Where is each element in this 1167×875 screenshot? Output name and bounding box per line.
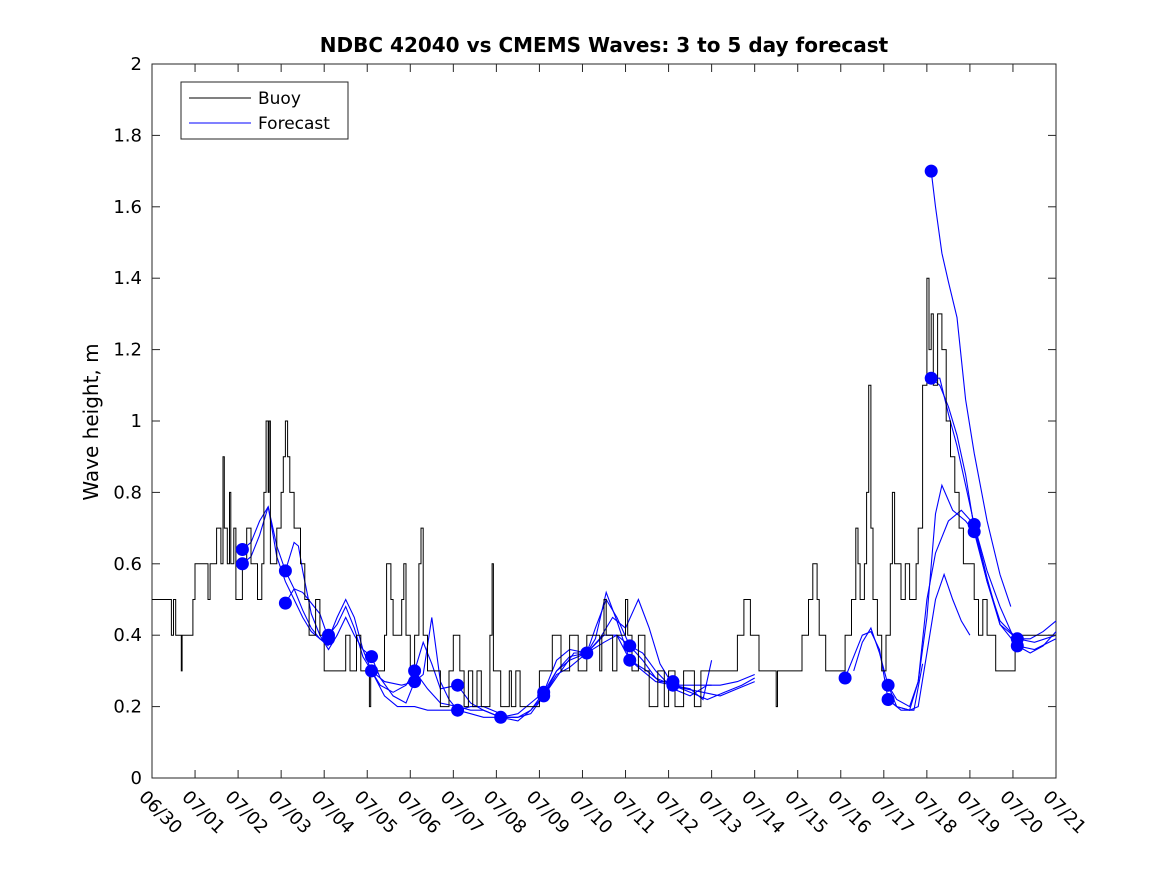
forecast-start-marker <box>365 650 378 664</box>
y-tick-label: 0.6 <box>113 554 142 575</box>
forecast-start-marker <box>580 646 594 660</box>
y-tick-label: 1.2 <box>113 340 142 361</box>
x-tick-label: 07/04 <box>307 787 359 839</box>
forecast-start-marker <box>924 371 938 385</box>
forecast-start-marker <box>322 632 335 646</box>
forecast-start-marker <box>451 703 465 717</box>
chart-title: NDBC 42040 vs CMEMS Waves: 3 to 5 day fo… <box>320 33 889 57</box>
forecast-line-10 <box>500 590 673 718</box>
y-tick-label: 1.8 <box>113 125 142 146</box>
forecast-line-6 <box>370 617 501 715</box>
x-tick-label: 07/06 <box>393 787 445 839</box>
x-tick-label: 07/11 <box>608 787 660 839</box>
x-tick-label: 07/05 <box>350 787 402 839</box>
x-tick-label: 07/09 <box>522 787 574 839</box>
x-tick-label: 07/17 <box>866 787 918 839</box>
x-tick-label: 07/07 <box>436 787 488 839</box>
forecast-start-marker <box>537 689 551 703</box>
x-tick-label: 07/21 <box>1038 787 1090 839</box>
forecast-start-marker <box>494 710 508 724</box>
forecast-lines <box>242 171 1057 722</box>
x-tick-label: 07/08 <box>479 787 531 839</box>
y-ticks: 0 0.2 0.4 0.6 0.8 1 1.2 1.4 1.6 1.8 2 <box>113 54 1056 789</box>
forecast-markers <box>235 164 1024 724</box>
forecast-line-18 <box>887 483 1018 708</box>
x-tick-label: 07/19 <box>952 787 1004 839</box>
y-tick-label: 0.8 <box>113 482 142 503</box>
forecast-start-marker <box>623 653 637 667</box>
forecast-line-24 <box>1017 631 1057 654</box>
forecast-start-marker <box>235 557 249 571</box>
forecast-line-22 <box>930 171 1012 607</box>
forecast-start-marker <box>881 693 895 706</box>
forecast-start-marker <box>666 678 680 692</box>
y-tick-label: 0.2 <box>113 697 142 718</box>
buoy-line <box>152 277 1056 708</box>
y-tick-label: 1.6 <box>113 197 142 218</box>
y-tick-label: 2 <box>131 54 142 75</box>
forecast-start-marker <box>278 564 292 578</box>
forecast-line-5 <box>328 605 458 693</box>
forecast-start-marker <box>623 639 637 653</box>
legend: Buoy Forecast <box>180 81 349 140</box>
forecast-line-2 <box>242 506 329 643</box>
x-tick-label: 07/13 <box>694 787 746 839</box>
forecast-start-marker <box>838 671 852 685</box>
x-tick-label: 07/03 <box>264 787 316 839</box>
x-tick-label: 07/15 <box>780 787 832 839</box>
x-tick-label: 07/02 <box>221 787 273 839</box>
forecast-start-marker <box>967 525 981 539</box>
y-tick-label: 1.4 <box>113 268 142 289</box>
y-tick-label: 1 <box>131 411 142 432</box>
legend-box <box>180 81 349 140</box>
x-tick-label: 07/10 <box>565 787 617 839</box>
y-tick-label: 0 <box>131 768 142 789</box>
legend-forecast-label: Forecast <box>258 114 330 134</box>
y-tick-label: 0.4 <box>113 625 142 646</box>
forecast-start-marker <box>365 664 378 678</box>
x-tick-label: 07/14 <box>737 787 789 839</box>
forecast-start-marker <box>408 664 422 678</box>
x-tick-label: 07/01 <box>178 787 230 839</box>
forecast-start-marker <box>924 164 938 178</box>
forecast-line-4 <box>284 588 415 686</box>
legend-buoy-label: Buoy <box>258 89 301 109</box>
y-axis-label: Wave height, m <box>79 343 103 500</box>
x-tick-label: 06/30 <box>134 787 186 839</box>
forecast-start-marker <box>278 596 292 610</box>
buoy-line-group <box>152 277 1056 708</box>
forecast-start-marker <box>408 675 422 689</box>
x-tick-label: 07/20 <box>995 787 1047 839</box>
forecast-start-marker <box>1010 639 1024 653</box>
x-tick-label: 07/12 <box>651 787 703 839</box>
forecast-start-marker <box>881 678 895 692</box>
forecast-line-17 <box>853 572 971 711</box>
forecast-line-21 <box>931 377 1057 651</box>
forecast-start-marker <box>451 678 465 692</box>
forecast-start-marker <box>235 543 249 556</box>
x-tick-label: 07/18 <box>909 787 961 839</box>
forecast-line-19 <box>887 509 1018 711</box>
x-ticks: 06/3007/0107/0207/0307/0407/0507/0607/07… <box>134 64 1090 838</box>
x-tick-label: 07/16 <box>823 787 875 839</box>
